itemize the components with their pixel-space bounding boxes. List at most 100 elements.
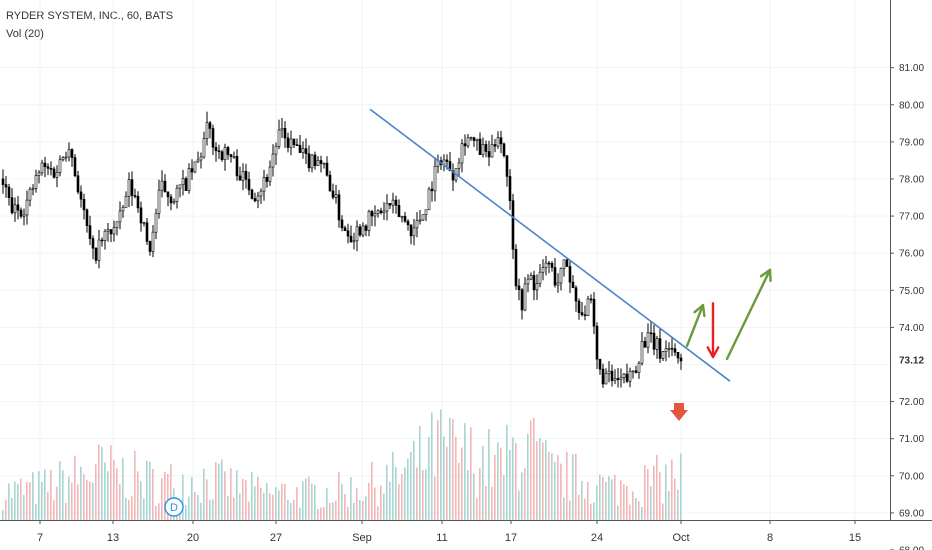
candle-body [151, 231, 155, 252]
price-label-bg [891, 352, 931, 369]
volume-bar [311, 483, 313, 520]
volume-bar [245, 479, 247, 520]
volume-bar [581, 480, 583, 520]
volume-bar [419, 426, 421, 520]
candle-body [292, 138, 296, 145]
candle-body [55, 172, 59, 178]
candle-body [526, 278, 530, 285]
candle-body [217, 150, 221, 153]
volume-bar [26, 482, 28, 520]
volume-bar [47, 491, 49, 520]
volume-bar [146, 460, 148, 520]
arrow-shaft [685, 303, 705, 348]
volume-bar [161, 478, 163, 520]
volume-bar [395, 467, 397, 520]
candle-body [67, 149, 71, 158]
candle-body [166, 191, 170, 198]
volume-bar [389, 481, 391, 520]
candle-body [559, 268, 563, 284]
volume-bar [536, 441, 538, 520]
candle-body [343, 227, 347, 232]
x-tick-label: 24 [591, 532, 603, 544]
volume-bar [491, 486, 493, 520]
annotation-arrows[interactable] [685, 268, 772, 361]
volume-bar [92, 482, 94, 520]
volume-bar [23, 494, 25, 520]
candle-body [484, 144, 488, 152]
volume-bar [410, 451, 412, 520]
candle-body [547, 262, 551, 265]
arrow-down-icon[interactable] [706, 302, 720, 359]
candle-body [286, 137, 290, 148]
candle-body [517, 285, 521, 290]
candle-body [127, 179, 131, 197]
price-axis[interactable]: 81.00 80.00 79.00 78.00 77.00 76.00 75.00 74.00… [890, 0, 931, 550]
volume-bar [326, 488, 328, 520]
candle-body [613, 378, 617, 381]
x-tick-label: 11 [436, 532, 447, 544]
candle-body [247, 178, 251, 191]
volume-bar [473, 473, 475, 520]
trendline-segment[interactable] [369, 108, 731, 382]
volume-bar [80, 466, 82, 520]
candle-body [598, 358, 602, 370]
volume-bar [5, 499, 7, 520]
candle-body [496, 137, 500, 147]
candle-body [394, 199, 398, 206]
candle-body [415, 220, 419, 229]
candle-body [655, 338, 659, 350]
candle-body [502, 143, 506, 157]
candle-body [670, 347, 674, 350]
arrow-up-icon[interactable] [685, 303, 706, 348]
candle-body [640, 341, 644, 364]
volume-bar [233, 497, 235, 520]
volume-bar [266, 483, 268, 520]
event-markers[interactable]: D [164, 403, 688, 517]
candle-body [220, 151, 224, 160]
candle-body [157, 189, 161, 214]
volume-bar [614, 474, 616, 520]
volume-bar [668, 491, 670, 520]
arrow-up-icon[interactable] [725, 268, 772, 361]
candle-body [328, 174, 332, 192]
candle-body [46, 166, 50, 169]
y-tick-label: 69.00 [899, 508, 924, 519]
volume-bar [599, 474, 601, 520]
arrow-head [759, 268, 772, 283]
volume-bar [314, 484, 316, 520]
volume-bar [659, 472, 661, 520]
time-axis[interactable]: 7 13 20 27 Sep 11 17 24 Oct 8 15 [0, 520, 932, 544]
volume-bar [140, 481, 142, 520]
earnings-arrow-icon[interactable] [670, 403, 688, 421]
volume-bar [629, 504, 631, 520]
candle-body [490, 144, 494, 158]
grid [0, 0, 890, 550]
volume-bar [119, 484, 121, 520]
trendline[interactable] [369, 108, 731, 382]
volume-bar [362, 501, 364, 520]
candle-body [544, 262, 548, 268]
candle-body [172, 201, 176, 204]
candle-body [88, 225, 92, 239]
volume-bar [575, 453, 577, 520]
dividend-badge[interactable]: D [164, 497, 184, 517]
volume-bar [545, 440, 547, 520]
candle-body [622, 373, 626, 378]
volume-bar [350, 477, 352, 520]
volume-bar [467, 469, 469, 520]
candle-body [106, 229, 110, 232]
volume-bar [470, 427, 472, 520]
candle-body [658, 338, 662, 359]
volume-bar [533, 417, 535, 520]
volume-bar [557, 455, 559, 520]
candle-body [637, 362, 641, 373]
candle-body [37, 172, 41, 176]
volume-bar [617, 505, 619, 520]
volume-bar [8, 483, 10, 520]
y-tick-label: 80.00 [899, 100, 924, 111]
volume-bar [149, 461, 151, 520]
candle-body [367, 211, 371, 231]
candle-body [310, 154, 314, 169]
volume-bar [611, 479, 613, 520]
